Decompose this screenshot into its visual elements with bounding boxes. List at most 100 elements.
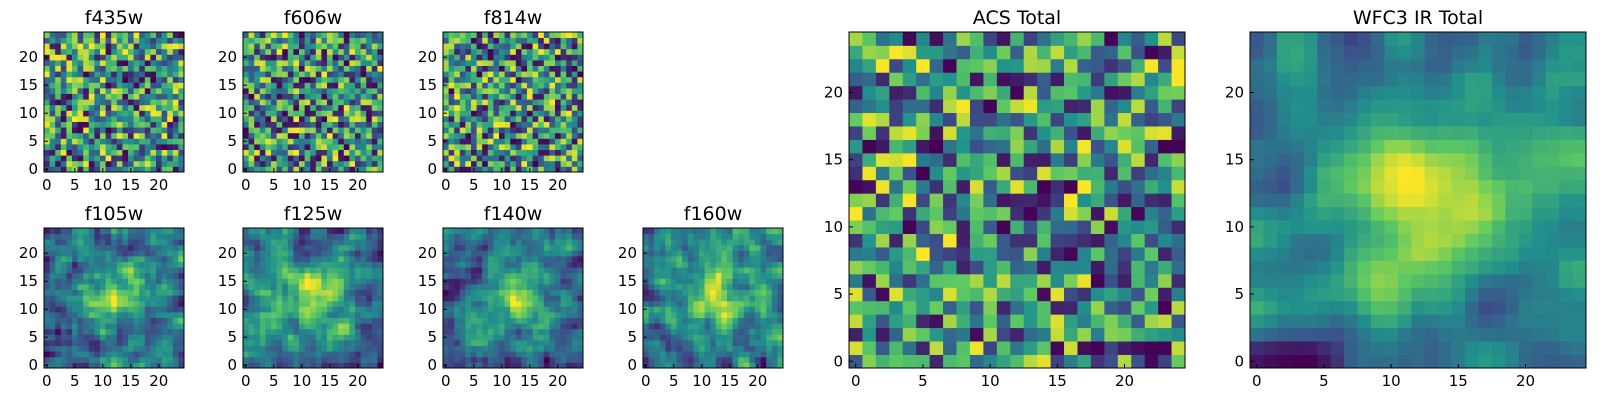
heatmap-cell bbox=[111, 132, 118, 139]
heatmap-cell bbox=[732, 312, 739, 318]
heatmap-cell bbox=[282, 32, 289, 38]
heatmap-cell bbox=[487, 54, 494, 61]
heatmap-cell bbox=[875, 206, 890, 221]
heatmap-cell bbox=[128, 76, 134, 83]
heatmap-cell bbox=[172, 149, 179, 156]
heatmap-cell bbox=[338, 37, 345, 44]
heatmap-cell bbox=[150, 54, 157, 61]
heatmap-cell bbox=[49, 110, 56, 117]
heatmap-cell bbox=[349, 121, 356, 128]
heatmap-cell bbox=[771, 272, 778, 279]
heatmap-cell bbox=[55, 76, 62, 83]
heatmap-cell bbox=[156, 256, 162, 262]
heatmap-cell bbox=[150, 272, 157, 279]
heatmap-cell bbox=[538, 340, 545, 346]
heatmap-cell bbox=[243, 351, 249, 358]
heatmap-cell bbox=[310, 295, 317, 302]
heatmap-cell bbox=[710, 323, 717, 330]
heatmap-cell bbox=[715, 256, 722, 262]
heatmap-cell bbox=[360, 351, 367, 358]
heatmap-cell bbox=[671, 289, 677, 296]
heatmap-cell bbox=[487, 334, 494, 341]
heatmap-cell bbox=[321, 60, 328, 66]
heatmap-cell bbox=[682, 317, 689, 324]
heatmap-cell bbox=[577, 71, 584, 78]
heatmap-cell bbox=[549, 76, 556, 83]
heatmap-cell bbox=[566, 356, 573, 363]
heatmap-cell bbox=[538, 155, 545, 162]
heatmap-cell bbox=[144, 32, 151, 38]
heatmap-cell bbox=[265, 306, 272, 313]
heatmap-cell bbox=[465, 37, 472, 44]
heatmap-cell bbox=[100, 48, 106, 55]
heatmap-cell bbox=[77, 351, 84, 358]
heatmap-cell bbox=[543, 155, 550, 162]
heatmap-cell bbox=[178, 32, 185, 38]
heatmap-cell bbox=[332, 306, 339, 313]
heatmap-cell bbox=[543, 250, 550, 257]
heatmap-cell bbox=[282, 261, 289, 268]
heatmap-cell bbox=[693, 362, 700, 369]
heatmap-cell bbox=[60, 328, 67, 335]
heatmap-cell bbox=[659, 272, 666, 279]
heatmap-cell bbox=[732, 272, 739, 279]
heatmap-cell bbox=[271, 71, 277, 78]
heatmap-cell bbox=[459, 121, 466, 128]
heatmap-cell bbox=[443, 300, 449, 307]
axes-frame bbox=[642, 227, 784, 369]
heatmap-cell bbox=[476, 132, 483, 139]
heatmap-cell bbox=[338, 110, 345, 117]
heatmap-cell bbox=[156, 356, 162, 363]
heatmap-cell bbox=[144, 127, 151, 134]
heatmap-cell bbox=[715, 261, 722, 268]
heatmap-cell bbox=[571, 99, 578, 106]
heatmap-cell bbox=[777, 323, 784, 330]
heatmap-cell bbox=[549, 328, 556, 335]
heatmap-cell bbox=[167, 228, 174, 234]
heatmap-cell bbox=[499, 328, 505, 335]
heatmap-cell bbox=[532, 104, 539, 111]
heatmap-cell bbox=[321, 289, 328, 296]
heatmap-cell bbox=[282, 60, 289, 66]
heatmap-cell bbox=[122, 104, 129, 111]
heatmap-cell bbox=[282, 48, 289, 55]
heatmap-cell bbox=[902, 166, 917, 181]
heatmap-cell bbox=[487, 88, 494, 94]
heatmap-cell bbox=[555, 99, 561, 106]
heatmap-cell bbox=[916, 287, 931, 302]
heatmap-cell bbox=[504, 345, 511, 352]
heatmap-cell bbox=[521, 99, 528, 106]
heatmap-cell bbox=[1050, 126, 1065, 140]
x-tick-label: 20 bbox=[149, 372, 168, 390]
heatmap-cell bbox=[293, 356, 300, 363]
heatmap-cell bbox=[299, 37, 305, 44]
heatmap-cell bbox=[44, 127, 50, 134]
heatmap-cell bbox=[510, 239, 517, 246]
heatmap-cell bbox=[172, 166, 179, 173]
heatmap-cell bbox=[493, 104, 500, 111]
heatmap-cell bbox=[916, 166, 931, 181]
heatmap-cell bbox=[571, 48, 578, 55]
heatmap-cell bbox=[671, 239, 677, 246]
heatmap-cell bbox=[1117, 273, 1132, 288]
heatmap-cell bbox=[676, 261, 683, 268]
heatmap-cell bbox=[371, 32, 378, 38]
heatmap-cell bbox=[482, 155, 489, 162]
heatmap-cell bbox=[83, 121, 90, 128]
heatmap-cell bbox=[943, 126, 957, 140]
heatmap-cell bbox=[560, 65, 567, 72]
heatmap-cell bbox=[1104, 233, 1119, 248]
heatmap-cell bbox=[443, 76, 449, 83]
heatmap-cell bbox=[476, 328, 483, 335]
heatmap-cell bbox=[560, 144, 567, 150]
heatmap-cell bbox=[515, 334, 522, 341]
heatmap-cell bbox=[349, 334, 356, 341]
heatmap-cell bbox=[60, 250, 67, 257]
heatmap-cell bbox=[116, 256, 123, 262]
heatmap-cell bbox=[555, 138, 561, 145]
heatmap-cell bbox=[248, 278, 255, 285]
heatmap-cell bbox=[476, 82, 483, 89]
heatmap-cell bbox=[721, 244, 728, 251]
heatmap-cell bbox=[543, 244, 550, 251]
heatmap-cell bbox=[167, 60, 174, 66]
